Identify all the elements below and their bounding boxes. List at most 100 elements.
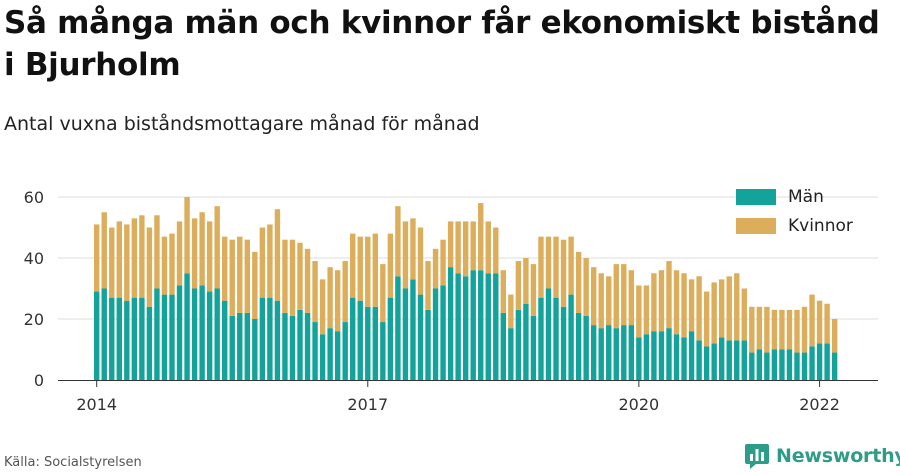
bar-men — [726, 340, 732, 380]
bar-men — [606, 325, 612, 380]
bar-men — [613, 328, 619, 380]
y-tick-label: 60 — [24, 188, 44, 207]
bar-women — [786, 309, 793, 350]
bar-men — [523, 303, 529, 380]
bar-women — [327, 267, 333, 329]
bar-men — [831, 352, 838, 380]
bar-men — [568, 294, 574, 380]
bar-men — [598, 328, 604, 380]
bar-men — [312, 322, 318, 380]
bar-women — [342, 261, 348, 323]
bar-women — [432, 248, 439, 289]
bar-men — [493, 273, 499, 380]
bar-women — [297, 242, 303, 310]
bar-women — [575, 251, 582, 313]
bar-men — [350, 297, 356, 380]
bar-men — [515, 309, 522, 380]
bar-women — [801, 306, 808, 353]
bar-women — [756, 306, 763, 350]
bar-women — [628, 270, 635, 326]
bar-men — [786, 349, 793, 380]
bar-women — [289, 239, 296, 316]
bar-men — [417, 294, 424, 380]
bar-women — [590, 267, 597, 326]
bar-men — [191, 288, 198, 380]
legend-swatch-women — [736, 218, 776, 234]
bar-women — [568, 236, 574, 295]
bar-men — [139, 297, 145, 380]
source-note: Källa: Socialstyrelsen — [4, 455, 142, 470]
newsworthy-icon — [745, 444, 769, 469]
bar-men — [237, 312, 243, 380]
bar-women — [206, 221, 213, 292]
bar-men — [711, 343, 717, 380]
bar-women — [222, 236, 228, 301]
bar-women — [621, 264, 627, 326]
bar-men — [101, 288, 107, 380]
bar-men — [267, 297, 273, 380]
bar-women — [470, 221, 476, 271]
bar-men — [508, 328, 514, 380]
bar-men — [289, 315, 296, 380]
bar-men — [229, 315, 235, 380]
bar-women — [711, 282, 717, 344]
bar-women — [538, 236, 544, 298]
bar-men — [703, 346, 710, 380]
bar-men — [410, 279, 416, 380]
bar-women — [387, 233, 394, 298]
bar-women — [214, 206, 220, 289]
legend-label-men: Män — [788, 187, 824, 207]
x-tick-label: 2022 — [799, 395, 840, 414]
bar-women — [771, 309, 778, 350]
legend-label-women: Kvinnor — [788, 216, 853, 236]
bar-women — [101, 212, 107, 289]
bar-men — [199, 285, 205, 380]
bar-men — [628, 325, 635, 380]
bar-men — [154, 288, 160, 380]
bar-men — [259, 297, 266, 380]
bar-women — [350, 233, 356, 298]
bar-women — [380, 264, 386, 323]
bar-women — [794, 309, 800, 353]
bar-women — [425, 261, 431, 310]
bar-men — [432, 288, 439, 380]
bar-men — [718, 337, 725, 380]
bar-men — [327, 328, 333, 380]
bar-men — [380, 322, 386, 380]
bar-women — [824, 303, 830, 344]
brand-name: Newsworthy — [776, 445, 900, 467]
bar-women — [530, 264, 537, 316]
bar-women — [643, 285, 650, 335]
bar-women — [651, 273, 657, 332]
bar-women — [658, 270, 665, 332]
bar-women — [500, 270, 507, 313]
bar-men — [560, 306, 567, 380]
bar-men — [794, 352, 800, 380]
bar-women — [462, 221, 469, 277]
bar-women — [410, 218, 416, 280]
bar-women — [282, 239, 288, 313]
bar-men — [673, 334, 680, 380]
bar-women — [176, 221, 183, 286]
bar-men — [545, 288, 552, 380]
bar-men — [636, 337, 642, 380]
legend-swatch-men — [736, 189, 776, 205]
bar-men — [658, 331, 665, 380]
bar-men — [252, 319, 258, 380]
bar-women — [131, 218, 138, 298]
bar-women — [169, 233, 175, 295]
bar-men — [621, 325, 627, 380]
bar-men — [500, 312, 507, 380]
bar-women — [395, 206, 401, 277]
bar-women — [244, 239, 250, 313]
bar-men — [387, 297, 394, 380]
bar-men — [478, 270, 484, 380]
bar-men — [425, 309, 431, 380]
bar-women — [402, 221, 409, 289]
y-tick-label: 0 — [34, 371, 44, 390]
bar-men — [530, 315, 537, 380]
bar-men — [688, 331, 695, 380]
bar-women — [455, 221, 461, 274]
bar-men — [583, 315, 589, 380]
